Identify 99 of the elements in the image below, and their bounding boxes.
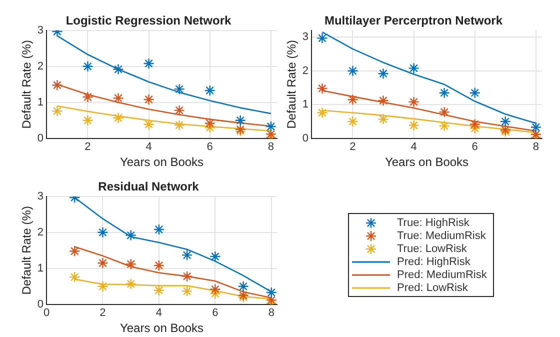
point	[210, 284, 221, 295]
x-tick-label: 4	[156, 307, 162, 320]
y-tick-label: 1	[37, 96, 44, 108]
point	[316, 82, 328, 94]
point	[174, 83, 185, 95]
legend-label: True: MediumRisk	[397, 230, 486, 242]
legend-label: Pred: HighRisk	[397, 256, 470, 268]
point	[265, 128, 276, 138]
point	[52, 105, 63, 117]
point	[82, 91, 94, 103]
point	[347, 116, 358, 128]
point	[408, 96, 420, 108]
point	[266, 286, 277, 298]
point	[438, 87, 450, 98]
point	[266, 294, 277, 304]
x-tick-label: 6	[472, 141, 478, 154]
legend-label: Pred: LowRisk	[397, 282, 468, 294]
point	[210, 288, 221, 300]
point	[112, 92, 124, 104]
point	[52, 80, 63, 91]
point	[143, 94, 154, 106]
point	[316, 107, 328, 118]
y-tick-label: 0	[302, 132, 309, 144]
point	[69, 246, 80, 257]
point	[143, 58, 154, 70]
point	[210, 250, 221, 262]
x-tick-label: 8	[268, 141, 274, 154]
legend-label: True: LowRisk	[397, 242, 467, 254]
point	[82, 114, 94, 126]
chart-title: Logistic Regression Network	[66, 14, 232, 28]
y-axis-title: Default Rate (%)	[20, 206, 34, 295]
point	[143, 118, 154, 130]
y-tick-label: 0	[37, 298, 44, 310]
y-axis-title: Default Rate (%)	[20, 40, 34, 129]
point	[347, 65, 358, 76]
point	[97, 280, 108, 292]
point	[469, 118, 480, 130]
point	[153, 284, 165, 296]
point	[181, 270, 193, 282]
point	[438, 120, 450, 132]
point	[112, 64, 124, 75]
point	[408, 62, 420, 74]
x-tick-label: 8	[268, 307, 274, 320]
x-axis-title: Years on Books	[120, 155, 204, 170]
x-axis-title: Years on Books	[384, 155, 469, 170]
point	[530, 122, 542, 133]
point	[181, 285, 193, 297]
point	[347, 94, 358, 106]
point	[438, 106, 450, 118]
y-tick-label: 2	[37, 60, 44, 72]
x-axis-title: Years on Books	[120, 321, 204, 336]
y-tick-label: 3	[37, 190, 44, 202]
point	[265, 120, 276, 132]
point	[153, 260, 165, 272]
y-tick-label: 2	[37, 226, 44, 238]
legend-label: True: HighRisk	[397, 216, 470, 228]
point	[530, 128, 542, 138]
point	[125, 258, 136, 270]
point	[97, 226, 108, 238]
x-tick-label: 6	[212, 307, 218, 320]
x-tick-label: 2	[350, 141, 356, 154]
legend-label: Pred: MediumRisk	[397, 268, 487, 280]
y-tick-label: 1	[302, 98, 309, 111]
point	[174, 119, 185, 131]
point	[408, 120, 420, 131]
x-tick-label: 8	[532, 141, 539, 154]
chart-title: Residual Network	[98, 180, 200, 194]
point	[82, 60, 94, 72]
point	[378, 95, 389, 106]
point	[69, 271, 80, 283]
x-tick-label: 6	[206, 141, 213, 154]
x-tick-label: 2	[100, 307, 106, 320]
point	[174, 104, 185, 116]
point	[125, 230, 136, 241]
y-tick-label: 3	[302, 31, 309, 44]
point	[469, 87, 480, 98]
point	[204, 118, 216, 129]
point	[238, 280, 249, 292]
point	[112, 112, 124, 124]
point	[153, 224, 165, 236]
chart-title: Multilayer Percerptron Network	[324, 14, 503, 28]
point	[378, 114, 389, 125]
point	[97, 257, 108, 269]
point	[204, 84, 216, 96]
x-tick-label: 4	[410, 141, 417, 154]
x-tick-label: 2	[84, 141, 91, 154]
point	[316, 32, 328, 44]
point	[125, 278, 136, 290]
y-tick-label: 1	[37, 262, 44, 274]
y-tick-label: 3	[37, 24, 44, 36]
y-tick-label: 0	[37, 132, 44, 144]
point	[204, 122, 216, 134]
point	[181, 249, 193, 261]
point	[378, 68, 389, 80]
point	[234, 114, 246, 126]
y-tick-label: 2	[302, 64, 309, 77]
y-axis-title: Default Rate (%)	[284, 40, 299, 129]
x-tick-label: 4	[146, 141, 152, 154]
point	[500, 116, 511, 128]
